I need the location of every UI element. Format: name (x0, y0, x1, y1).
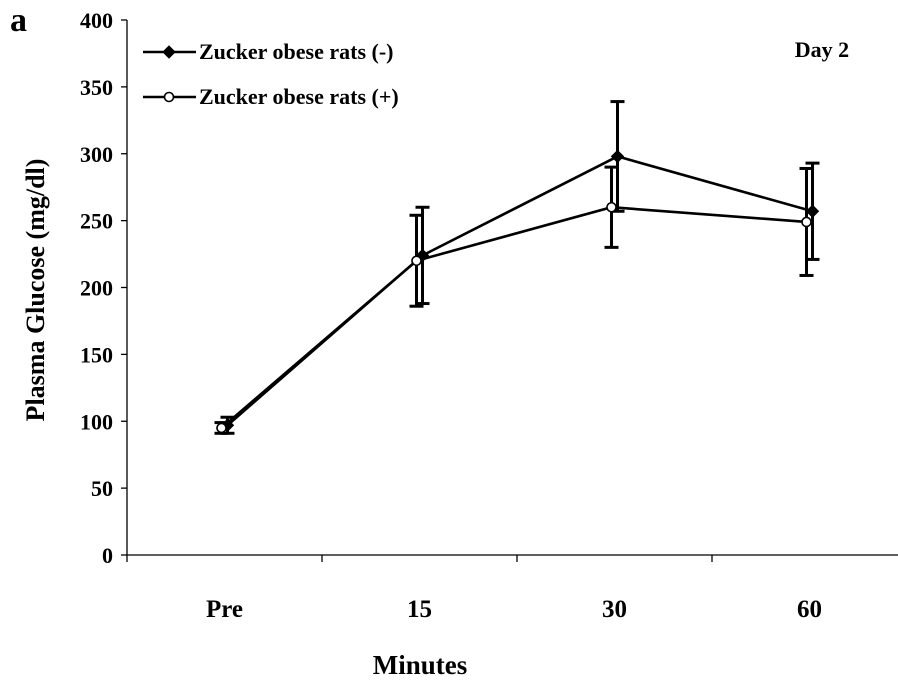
legend-label: Zucker obese rats (-) (199, 39, 394, 64)
legend-label: Zucker obese rats (+) (199, 84, 399, 109)
y-tick-label: 300 (80, 142, 113, 167)
series-line (220, 205, 807, 429)
y-tick-label: 150 (80, 342, 113, 367)
y-tick-label: 350 (80, 75, 113, 100)
chart-annotation: Day 2 (795, 37, 849, 62)
x-axis-label: Minutes (373, 650, 468, 680)
y-tick-label: 250 (80, 209, 113, 234)
series-line (226, 155, 813, 427)
y-tick-label: 100 (80, 409, 113, 434)
axes: 0 50 100 150 200 250 300 350 400 Pre 15 30 60 (80, 8, 898, 623)
series-layer (214, 100, 820, 435)
x-tick-label: 30 (602, 596, 627, 623)
y-tick-label: 400 (80, 8, 113, 33)
y-tick-label: 200 (80, 276, 113, 301)
y-tick-label: 0 (102, 543, 113, 568)
legend-entry: Zucker obese rats (+) (143, 84, 399, 109)
panel-label: a (10, 2, 27, 39)
data-point (411, 255, 422, 267)
x-tick-label: 60 (797, 596, 822, 623)
data-point (606, 201, 617, 213)
legend: Zucker obese rats (-) Zucker obese rats (… (143, 39, 399, 109)
x-tick-label: Pre (206, 596, 243, 623)
y-axis-label: Plasma Glucose (mg/dl) (21, 159, 50, 422)
data-point (805, 204, 820, 218)
series-2 (214, 165, 814, 435)
data-point (610, 149, 625, 164)
legend-entry: Zucker obese rats (-) (143, 39, 394, 64)
x-tick-label: 15 (407, 596, 432, 623)
data-point (801, 216, 812, 228)
legend-marker (162, 45, 176, 59)
y-tick-label: 50 (91, 476, 113, 501)
legend-marker (163, 91, 175, 103)
series-1 (220, 100, 820, 435)
data-point (216, 422, 227, 434)
